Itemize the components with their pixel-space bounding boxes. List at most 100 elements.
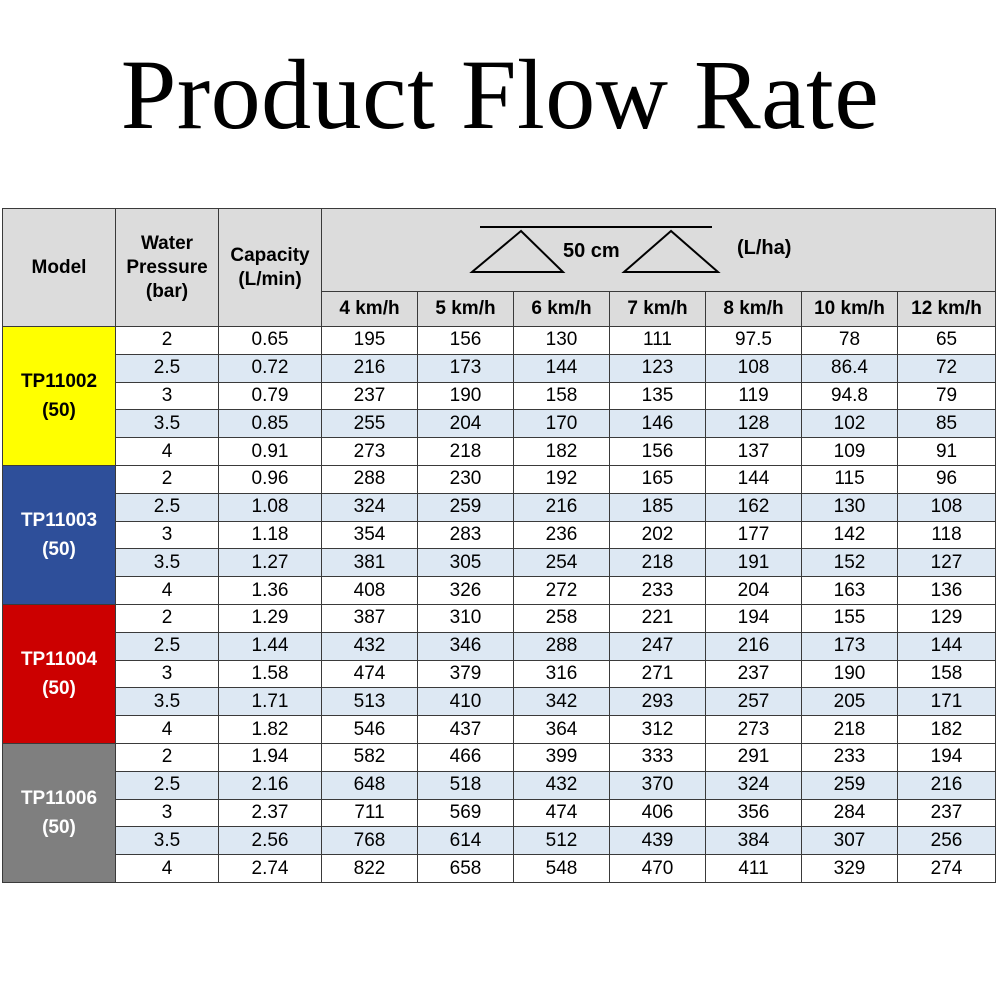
model-size: (50) bbox=[42, 538, 76, 560]
speed-header: 7 km/h bbox=[609, 291, 706, 327]
nozzle-spacing-label: 50 cm bbox=[563, 240, 620, 262]
capacity-cell: 1.29 bbox=[218, 603, 322, 633]
rate-cell: 406 bbox=[609, 798, 706, 828]
pressure-cell: 2.5 bbox=[115, 770, 219, 800]
rate-cell: 202 bbox=[609, 520, 706, 550]
capacity-cell: 0.85 bbox=[218, 409, 322, 439]
rate-cell: 185 bbox=[609, 492, 706, 522]
rate-unit-label: (L/ha) bbox=[737, 237, 792, 259]
rate-cell: 158 bbox=[896, 659, 997, 689]
rate-cell: 333 bbox=[609, 742, 706, 772]
pressure-cell: 2 bbox=[115, 742, 219, 772]
capacity-cell: 0.72 bbox=[218, 353, 322, 383]
pressure-header: Water Pressure (bar) bbox=[115, 208, 219, 327]
rate-cell: 233 bbox=[609, 576, 706, 605]
rate-cell: 128 bbox=[705, 409, 802, 439]
rate-cell: 258 bbox=[513, 603, 610, 633]
capacity-cell: 2.37 bbox=[218, 798, 322, 828]
rate-cell: 548 bbox=[513, 854, 610, 883]
table-row: 3 2.37 711 569 474 406 356 284 237 bbox=[3, 798, 997, 828]
rate-cell: 614 bbox=[417, 826, 514, 856]
rate-cell: 221 bbox=[609, 603, 706, 633]
rate-cell: 108 bbox=[705, 353, 802, 383]
capacity-cell: 2.74 bbox=[218, 854, 322, 883]
rate-cell: 247 bbox=[609, 631, 706, 661]
rate-cell: 512 bbox=[513, 826, 610, 856]
pressure-cell: 3.5 bbox=[115, 409, 219, 439]
rate-cell: 230 bbox=[417, 464, 514, 494]
table-row: TP11006 (50) 2 1.94 582 466 399 333 291 233 194 bbox=[2, 742, 997, 883]
capacity-cell: 1.58 bbox=[218, 659, 322, 689]
table-row: TP11002 (50) 2 0.65 195 156 130 111 97.5 78 65 bbox=[2, 326, 997, 466]
rate-cell: 316 bbox=[513, 659, 610, 689]
rate-cell: 288 bbox=[321, 464, 418, 494]
rate-cell: 237 bbox=[896, 798, 997, 828]
pressure-cell: 4 bbox=[115, 437, 219, 466]
pressure-cell: 3 bbox=[115, 798, 219, 828]
rate-cell: 288 bbox=[513, 631, 610, 661]
pressure-cell: 3 bbox=[115, 381, 219, 411]
model-cell: TP11003 (50) bbox=[2, 464, 116, 605]
rate-cell: 173 bbox=[417, 353, 514, 383]
pressure-cell: 2.5 bbox=[115, 492, 219, 522]
rate-cell: 165 bbox=[609, 464, 706, 494]
rate-cell: 310 bbox=[417, 603, 514, 633]
table-row: TP11004 (50) 2 1.29 387 310 258 221 194 155 129 bbox=[2, 603, 997, 744]
rate-cell: 711 bbox=[321, 798, 418, 828]
capacity-cell: 1.18 bbox=[218, 520, 322, 550]
table-row: 3.5 1.27 381 305 254 218 191 152 127 bbox=[3, 548, 997, 578]
model-name: TP11002 bbox=[20, 370, 98, 392]
table-row: 3 1.18 354 283 236 202 177 142 118 bbox=[3, 520, 997, 550]
table-row: 3.5 1.71 513 410 342 293 257 205 171 bbox=[3, 687, 997, 717]
rate-cell: 79 bbox=[896, 381, 997, 411]
table-row: 2.5 1.08 324 259 216 185 162 130 108 bbox=[3, 492, 997, 522]
rate-cell: 384 bbox=[705, 826, 802, 856]
rate-cell: 216 bbox=[513, 492, 610, 522]
rate-cell: 109 bbox=[801, 437, 898, 466]
rate-cell: 204 bbox=[705, 576, 802, 605]
rate-cell: 254 bbox=[513, 548, 610, 578]
model-size: (50) bbox=[42, 677, 76, 699]
rate-cell: 194 bbox=[705, 603, 802, 633]
rate-cell: 283 bbox=[417, 520, 514, 550]
table-row: 3 1.58 474 379 316 271 237 190 158 bbox=[3, 659, 997, 689]
rate-cell: 218 bbox=[801, 715, 898, 744]
pressure-cell: 2.5 bbox=[115, 353, 219, 383]
rate-cell: 305 bbox=[417, 548, 514, 578]
speed-header: 4 km/h bbox=[321, 291, 418, 327]
capacity-cell: 0.65 bbox=[218, 326, 322, 355]
rate-cell: 144 bbox=[705, 464, 802, 494]
rate-cell: 173 bbox=[801, 631, 898, 661]
rate-cell: 171 bbox=[896, 687, 997, 717]
capacity-cell: 1.82 bbox=[218, 715, 322, 744]
model-size: (50) bbox=[42, 399, 76, 421]
rate-cell: 439 bbox=[609, 826, 706, 856]
pressure-cell: 3 bbox=[115, 520, 219, 550]
table-row: 3.5 0.85 255 204 170 146 128 102 85 bbox=[3, 409, 997, 439]
rate-cell: 356 bbox=[705, 798, 802, 828]
speed-header: 12 km/h bbox=[896, 291, 997, 327]
rate-cell: 204 bbox=[417, 409, 514, 439]
rate-cell: 329 bbox=[801, 854, 898, 883]
table-body: TP11002 (50) 2 0.65 195 156 130 111 97.5 78 65 2.5 0… bbox=[2, 326, 997, 883]
rate-cell: 163 bbox=[801, 576, 898, 605]
rate-cell: 237 bbox=[705, 659, 802, 689]
capacity-cell: 1.71 bbox=[218, 687, 322, 717]
rate-cell: 273 bbox=[321, 437, 418, 466]
rate-cell: 274 bbox=[896, 854, 997, 883]
rate-cell: 387 bbox=[321, 603, 418, 633]
rate-cell: 136 bbox=[896, 576, 997, 605]
model-cell: TP11002 (50) bbox=[2, 326, 116, 466]
rate-cell: 271 bbox=[609, 659, 706, 689]
rate-cell: 130 bbox=[801, 492, 898, 522]
capacity-header: Capacity (L/min) bbox=[218, 208, 322, 327]
rate-cell: 466 bbox=[417, 742, 514, 772]
rate-cell: 233 bbox=[801, 742, 898, 772]
rate-cell: 216 bbox=[896, 770, 997, 800]
rate-cell: 259 bbox=[417, 492, 514, 522]
rate-cell: 144 bbox=[896, 631, 997, 661]
pressure-cell: 2 bbox=[115, 326, 219, 355]
rate-cell: 470 bbox=[609, 854, 706, 883]
rate-cell: 307 bbox=[801, 826, 898, 856]
rate-cell: 97.5 bbox=[705, 326, 802, 355]
